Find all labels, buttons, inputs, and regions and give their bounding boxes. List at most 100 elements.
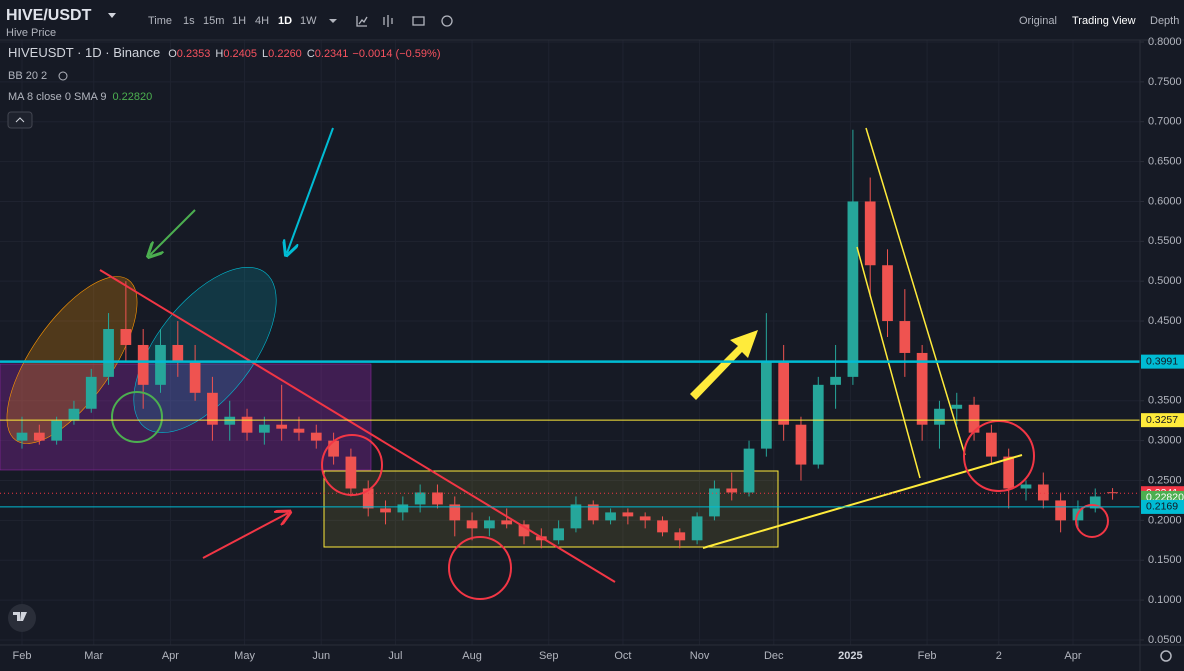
x-tick-label: Oct	[614, 650, 631, 662]
legend: HIVEUSDT · 1D · Binance O0.2353 H0.2405 L0.…	[8, 45, 441, 102]
y-tick-label: 0.7000	[1148, 116, 1182, 128]
candle-body	[137, 344, 149, 385]
symbol-caret[interactable]	[108, 13, 116, 18]
candle-body	[293, 428, 305, 433]
ma-label: MA 8 close 0 SMA 9	[8, 91, 106, 103]
camera-icon[interactable]	[412, 16, 425, 26]
collapse-icon[interactable]	[15, 117, 25, 123]
interval[interactable]: 1W	[300, 15, 317, 27]
candle-body	[812, 384, 824, 465]
red-circle	[321, 434, 383, 496]
interval[interactable]: 1s	[183, 15, 195, 27]
interval[interactable]: Time	[148, 15, 172, 27]
candle-body	[1055, 500, 1066, 521]
interval[interactable]: 1D	[278, 15, 292, 27]
y-tick-label: 0.4500	[1148, 315, 1182, 327]
price-badge-label: 0.2169	[1146, 501, 1178, 513]
interval[interactable]: 1H	[232, 15, 246, 27]
candle-body	[155, 344, 166, 385]
interval[interactable]: 15m	[203, 15, 224, 27]
candle-body	[743, 448, 755, 493]
y-tick-label: 0.6000	[1148, 195, 1182, 207]
purple-zone	[0, 363, 372, 471]
change: −0.0014 (−0.59%)	[352, 48, 440, 60]
candle-body	[432, 492, 443, 505]
ohlc-value: 0.2260	[268, 48, 302, 60]
candle-body	[16, 432, 28, 441]
candle-body	[1089, 496, 1101, 509]
axes: 0.0500 0.1000 0.1500 0.2000 0.2500 0.3000 0.35…	[13, 36, 1184, 662]
candle-body	[397, 504, 409, 513]
candle-body	[241, 416, 253, 433]
candle-body	[864, 201, 876, 266]
ohlc-key: H	[215, 48, 223, 60]
candle-body	[310, 432, 322, 441]
candle-body	[951, 404, 963, 409]
y-tick-label: 0.3500	[1148, 395, 1182, 407]
series-name: HIVEUSDT · 1D · Binance	[8, 45, 160, 60]
y-tick-label: 0.0500	[1148, 634, 1182, 646]
y-tick-label: 0.7500	[1148, 76, 1182, 88]
interval[interactable]: 4H	[255, 15, 269, 27]
y-tick-label: 0.2000	[1148, 514, 1182, 526]
indicator-icon[interactable]	[356, 16, 368, 27]
red-arrow	[202, 513, 288, 559]
ohlc-key: C	[307, 48, 315, 60]
green-circle	[111, 391, 163, 443]
candle-body	[709, 488, 720, 517]
interval-caret[interactable]	[329, 19, 337, 23]
x-tick-label: Feb	[918, 650, 937, 662]
candle-body	[605, 512, 616, 521]
ohlc-key: L	[262, 48, 268, 60]
x-tick-label: Aug	[462, 650, 482, 662]
candle-body	[778, 360, 790, 425]
views: Original Trading View Depth	[1019, 15, 1179, 27]
view-option[interactable]: Depth	[1150, 15, 1179, 27]
x-tick-label: Sep	[539, 650, 559, 662]
blue-ellipse	[133, 267, 277, 433]
candle-body	[986, 432, 997, 457]
red-trendline	[99, 269, 616, 583]
orange-ellipse	[6, 276, 138, 444]
candle-body	[466, 520, 478, 529]
candle-body	[674, 532, 686, 541]
candle-body	[484, 520, 495, 529]
green-arrow	[150, 209, 196, 255]
settings-icon[interactable]	[1160, 650, 1172, 662]
candle-body	[916, 352, 928, 425]
candle-body	[85, 376, 97, 409]
y-tick-label: 0.8000	[1148, 36, 1182, 48]
candle-body	[657, 520, 668, 533]
candle-body	[33, 432, 45, 441]
candle-body	[501, 520, 513, 525]
yellow-channel	[865, 127, 966, 456]
candle-body	[103, 329, 114, 377]
y-tick-label: 0.3000	[1148, 435, 1182, 447]
add-icon[interactable]	[441, 15, 453, 27]
x-tick-label: Jun	[312, 650, 330, 662]
ma-line: MA 8 close 0 SMA 9 0.22820	[8, 91, 152, 103]
toolbar-icons	[356, 15, 453, 27]
candle-icon[interactable]	[383, 15, 393, 27]
x-tick-label: Dec	[764, 650, 784, 662]
price-lines	[0, 360, 1140, 508]
symbol[interactable]: HIVE/USDT	[6, 7, 92, 24]
candle-body	[172, 344, 184, 361]
candle-body	[691, 516, 703, 541]
view-option[interactable]: Trading View	[1072, 15, 1136, 27]
visibility-icon[interactable]	[58, 71, 68, 81]
view-option[interactable]: Original	[1019, 15, 1057, 27]
y-tick-label: 0.5000	[1148, 275, 1182, 287]
candle-body	[518, 524, 530, 537]
candle-body	[224, 416, 236, 425]
candle-body	[380, 508, 391, 513]
x-tick-label: Feb	[13, 650, 32, 662]
candle-body	[189, 360, 201, 393]
collapse-button[interactable]	[7, 111, 33, 129]
candle-body	[968, 404, 980, 433]
yellow-trendline	[702, 454, 1023, 549]
candle-body	[68, 408, 80, 421]
y-tick-label: 0.1000	[1148, 594, 1182, 606]
